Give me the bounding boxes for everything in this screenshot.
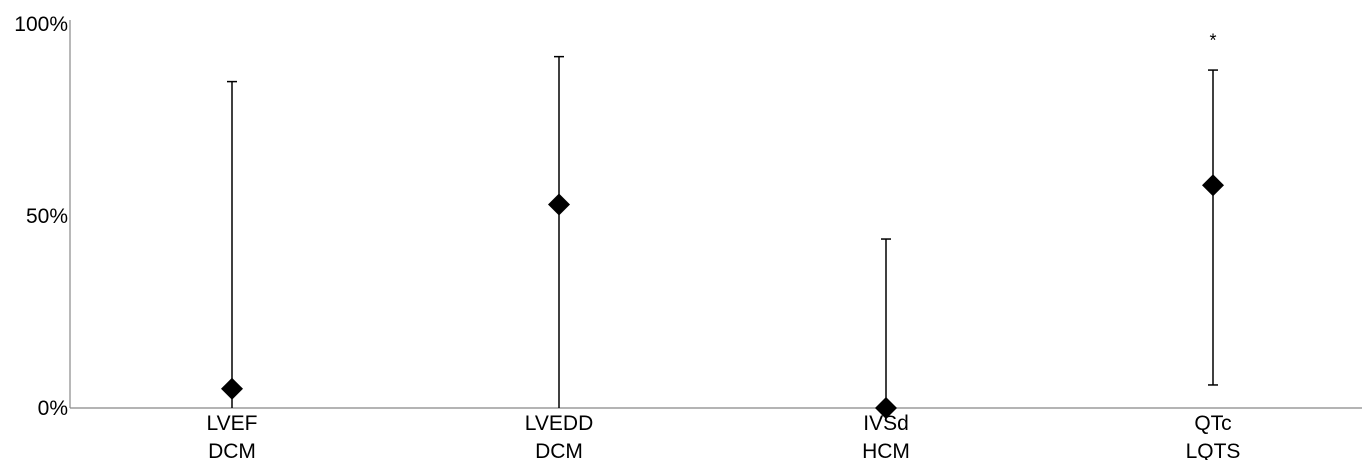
y-tick-label: 50% <box>26 205 68 228</box>
axes-group <box>69 20 1362 409</box>
y-tick-label: 0% <box>38 397 68 420</box>
y-tick-label: 100% <box>14 13 68 36</box>
x-category-label-line2: DCM <box>208 440 256 460</box>
y-ticks-group: 0% 50% 100% <box>14 13 68 420</box>
significance-asterisk: * <box>1209 31 1216 51</box>
data-point-diamond <box>548 193 570 216</box>
data-point-diamond <box>221 377 243 400</box>
data-point-diamond <box>1202 174 1224 197</box>
category-labels-group: LVEF DCM LVEDD DCM IVSd HCM QTc LQTS <box>207 412 1241 463</box>
data-point-diamond <box>875 397 897 419</box>
x-category-label-line2: HCM <box>862 440 910 460</box>
x-category-label-line1: LVEF <box>207 412 258 435</box>
error-bars-group <box>227 55 1218 408</box>
annotations-group: * <box>1209 31 1216 51</box>
x-category-label-line1: IVSd <box>863 412 909 435</box>
x-category-label-line2: LQTS <box>1186 440 1241 460</box>
x-category-label-line1: LVEDD <box>525 412 593 435</box>
x-category-label-line2: DCM <box>535 440 583 460</box>
x-category-label-line1: QTc <box>1194 412 1231 435</box>
points-group <box>221 174 1224 419</box>
